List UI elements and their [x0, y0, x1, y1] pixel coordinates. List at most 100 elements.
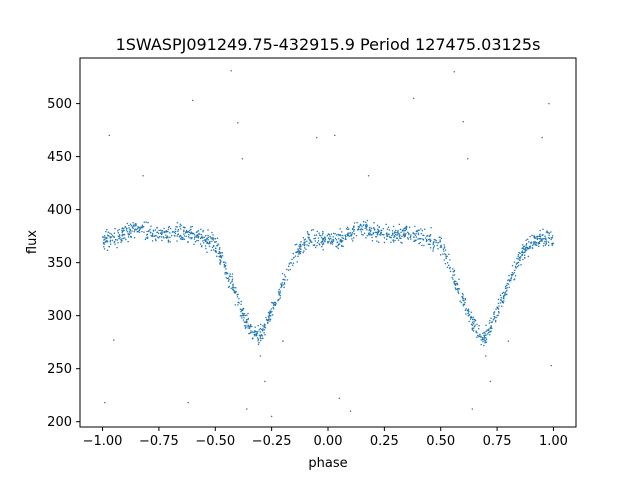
- data-point: [399, 234, 401, 237]
- data-point: [253, 334, 256, 337]
- data-point: [485, 338, 488, 340]
- data-point: [104, 240, 107, 243]
- data-point: [155, 239, 157, 242]
- data-point: [193, 236, 196, 239]
- data-point: [247, 324, 249, 326]
- data-point: [449, 266, 451, 269]
- data-point: [241, 314, 244, 317]
- data-point: [279, 297, 282, 299]
- data-point: [443, 244, 445, 246]
- data-point: [235, 286, 237, 289]
- data-point: [506, 287, 508, 289]
- data-point: [268, 318, 270, 321]
- data-point: [298, 247, 301, 249]
- data-point: [128, 224, 130, 227]
- data-point: [170, 234, 173, 237]
- data-point: [545, 231, 548, 233]
- data-point: [182, 226, 185, 229]
- data-point: [129, 230, 131, 232]
- data-point: [516, 265, 519, 268]
- data-point: [533, 240, 535, 243]
- data-point: [249, 324, 252, 326]
- data-point: [347, 234, 350, 237]
- data-point: [377, 228, 379, 230]
- data-point: [233, 286, 235, 289]
- data-point: [353, 225, 355, 228]
- data-point: [351, 231, 354, 234]
- data-point: [395, 231, 397, 234]
- data-point: [160, 236, 163, 238]
- data-points: [101, 69, 554, 418]
- data-point: [524, 249, 527, 251]
- data-point: [114, 227, 116, 230]
- data-point: [216, 244, 219, 247]
- data-point: [167, 226, 170, 228]
- data-point: [134, 223, 137, 225]
- data-point: [331, 240, 333, 243]
- data-point: [472, 327, 475, 329]
- data-point: [345, 235, 347, 238]
- data-point: [429, 238, 431, 241]
- data-point: [189, 237, 191, 239]
- data-point: [127, 236, 130, 238]
- data-point: [341, 231, 343, 233]
- data-point: [242, 309, 244, 311]
- data-point: [117, 232, 120, 234]
- data-point: [144, 238, 147, 241]
- data-point: [544, 240, 546, 243]
- data-point: [180, 236, 183, 238]
- x-tick-label: −1.00: [83, 434, 123, 449]
- data-point: [167, 241, 170, 243]
- data-point: [421, 244, 423, 247]
- data-point: [278, 293, 280, 296]
- data-point: [204, 238, 206, 241]
- data-point: [460, 301, 463, 304]
- data-point: [502, 301, 505, 304]
- data-point: [238, 302, 240, 304]
- data-point: [211, 240, 213, 243]
- data-point: [525, 243, 528, 245]
- data-point: [202, 230, 204, 233]
- data-point: [393, 232, 396, 234]
- data-point: [363, 232, 366, 234]
- data-point: [265, 316, 267, 319]
- data-point: [187, 241, 189, 243]
- data-point: [298, 250, 300, 253]
- data-point: [121, 231, 123, 233]
- data-point: [299, 252, 302, 255]
- data-point: [337, 233, 339, 235]
- data-point: [321, 240, 324, 242]
- data-point: [413, 233, 415, 235]
- data-point: [535, 236, 537, 239]
- data-point: [320, 236, 323, 239]
- data-point: [358, 226, 361, 228]
- data-point: [109, 235, 111, 238]
- data-point: [337, 247, 340, 249]
- data-point: [389, 236, 391, 239]
- data-point: [247, 318, 249, 321]
- data-point: [516, 257, 518, 260]
- data-point: [382, 233, 384, 236]
- data-point: [117, 235, 120, 237]
- data-point: [472, 322, 475, 325]
- data-point: [469, 318, 472, 320]
- data-point: [245, 318, 248, 321]
- data-point: [302, 251, 304, 254]
- data-point: [169, 232, 171, 234]
- data-point: [527, 255, 530, 258]
- outlier-point: [264, 380, 266, 383]
- data-point: [432, 246, 435, 248]
- data-point: [262, 328, 264, 330]
- data-point: [321, 238, 324, 240]
- data-point: [373, 228, 376, 231]
- data-point: [477, 334, 479, 337]
- data-point: [519, 252, 521, 255]
- data-point: [229, 275, 231, 278]
- data-point: [147, 221, 149, 224]
- data-point: [272, 306, 274, 309]
- data-point: [464, 301, 466, 304]
- data-point: [324, 238, 327, 241]
- data-point: [295, 243, 298, 245]
- data-point: [263, 328, 266, 331]
- data-point: [365, 223, 368, 225]
